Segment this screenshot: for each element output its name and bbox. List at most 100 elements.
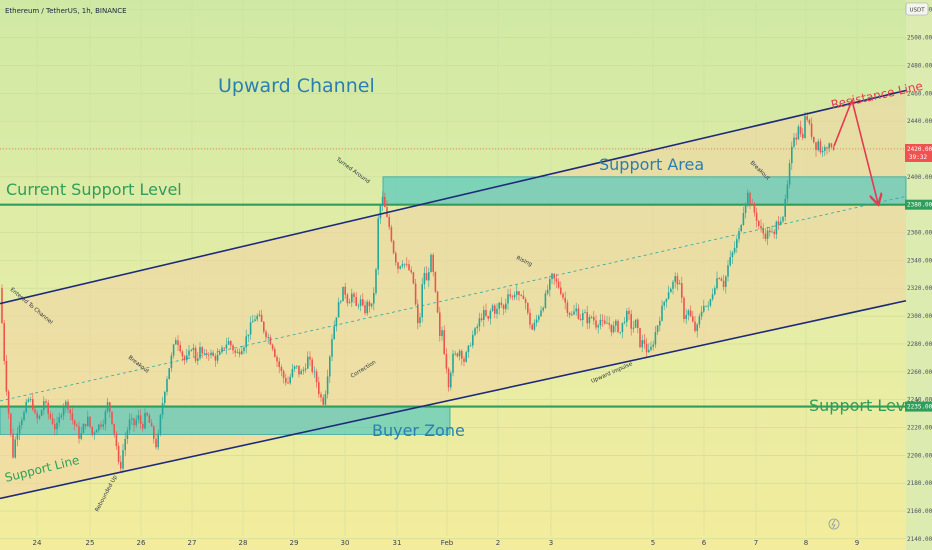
- candle-body: [25, 401, 27, 413]
- candle-body: [249, 322, 252, 335]
- candle-body: [634, 319, 637, 328]
- candle-body: [769, 230, 771, 233]
- candle-body: [597, 325, 599, 328]
- candle-body: [243, 347, 245, 352]
- candle-body: [445, 353, 448, 369]
- candle-body: [117, 446, 120, 462]
- candle-body: [186, 355, 188, 361]
- candle-body: [716, 278, 718, 289]
- candle-body: [104, 411, 107, 425]
- candle-body: [166, 379, 168, 392]
- candle-body: [744, 203, 747, 214]
- x-tick-label: 30: [341, 539, 350, 547]
- candle-body: [408, 264, 410, 271]
- candle-body: [194, 347, 197, 361]
- candle-body: [615, 320, 617, 326]
- candle-body: [384, 196, 386, 208]
- candle-body: [425, 272, 428, 281]
- price-axis[interactable]: 2140.00 2160.00 2180.00 2200.00 2220.00 2240.…: [905, 7, 932, 543]
- candle-body: [287, 382, 289, 384]
- candle-body: [663, 301, 665, 306]
- y-tick-label: 2220.00: [907, 424, 932, 431]
- candle-body: [368, 301, 371, 307]
- candle-body: [560, 287, 562, 294]
- x-tick-label: 25: [86, 539, 95, 547]
- candle-body: [16, 433, 19, 440]
- candle-body: [628, 310, 630, 315]
- candle-body: [89, 416, 91, 427]
- candle-body: [23, 412, 25, 420]
- candle-body: [210, 353, 212, 356]
- price-marker-label: 2380.00: [907, 202, 932, 209]
- currency-badge[interactable]: USDT: [905, 2, 929, 16]
- candle-body: [461, 350, 463, 359]
- candle-body: [762, 228, 764, 234]
- y-tick-label: 2460.00: [907, 90, 932, 97]
- candle-body: [421, 284, 423, 318]
- candle-body: [197, 358, 199, 361]
- candle-body: [172, 344, 175, 356]
- candle-body: [60, 415, 63, 418]
- candle-body: [784, 198, 786, 217]
- candle-body: [434, 271, 437, 292]
- candle-body: [555, 278, 558, 282]
- candle-body: [489, 310, 492, 319]
- y-tick-label: 2160.00: [907, 508, 932, 515]
- candle-body: [824, 147, 826, 151]
- candle-body: [280, 367, 283, 371]
- candle-body: [289, 376, 291, 384]
- projection-arrow: [833, 97, 878, 203]
- candle-body: [469, 345, 472, 347]
- candle-body: [302, 369, 305, 372]
- countdown-label: 39:32: [909, 154, 927, 161]
- time-axis[interactable]: 24 25 26 27 28 29 30 31 Feb 2 3 5 6 7 8 9: [33, 539, 860, 547]
- candle-body: [531, 324, 533, 330]
- candle-body: [322, 397, 324, 405]
- candle-body: [648, 349, 650, 353]
- candle-body: [518, 291, 520, 296]
- candle-body: [192, 347, 195, 351]
- candle-body: [813, 136, 815, 143]
- y-tick-label: 2180.00: [907, 480, 932, 487]
- candle-body: [102, 424, 104, 427]
- candle-body: [38, 415, 41, 419]
- y-tick-label: 2200.00: [907, 452, 932, 459]
- candle-body: [736, 239, 738, 248]
- candle-body: [1, 288, 3, 324]
- candle-body: [67, 401, 69, 410]
- candle-body: [333, 326, 335, 340]
- x-tick-label: 9: [855, 539, 859, 547]
- candle-body: [788, 163, 791, 185]
- candle-body: [760, 225, 762, 229]
- candle-body: [113, 423, 115, 434]
- candle-body: [146, 412, 148, 416]
- candle-body: [87, 416, 89, 426]
- candle-body: [225, 344, 228, 349]
- buyer-zone-label: Buyer Zone: [372, 421, 465, 440]
- candle-body: [509, 294, 511, 297]
- candle-body: [714, 288, 716, 295]
- price-marker: [905, 199, 932, 210]
- candle-body: [40, 410, 43, 416]
- candle-body: [465, 352, 467, 362]
- candle-body: [703, 305, 705, 312]
- resistance-line: [0, 89, 907, 305]
- candle-body: [681, 283, 683, 298]
- candle-body: [65, 401, 67, 407]
- candle-body: [659, 320, 661, 326]
- candle-body: [397, 262, 399, 269]
- snapshot-icon[interactable]: [828, 518, 840, 530]
- current-price-marker: [905, 143, 932, 162]
- y-tick-label: 2140.00: [907, 536, 932, 543]
- candle-body: [115, 433, 118, 447]
- candle-body: [93, 432, 96, 435]
- candle-body: [588, 316, 591, 324]
- candle-body: [10, 413, 12, 434]
- candle-body: [381, 196, 384, 206]
- candle-body: [766, 230, 769, 239]
- candle-body: [540, 310, 542, 317]
- candle-body: [362, 299, 364, 306]
- candle-body: [729, 257, 731, 266]
- candle-body: [520, 295, 522, 296]
